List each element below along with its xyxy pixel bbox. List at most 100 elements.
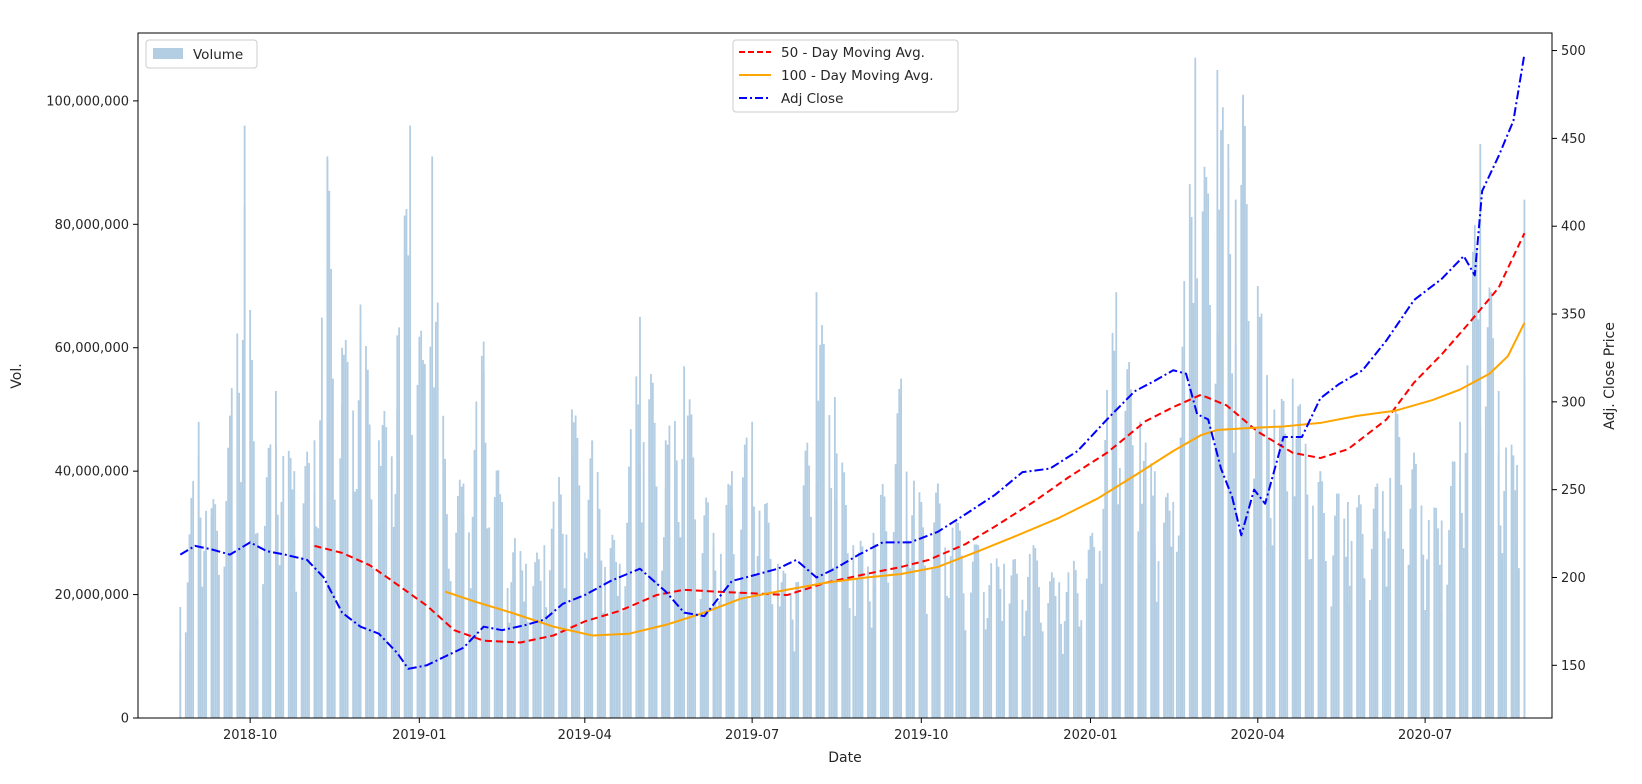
- volume-bar: [333, 499, 336, 718]
- volume-bar: [848, 607, 851, 718]
- volume-bar: [199, 517, 202, 718]
- volume-bar: [1128, 361, 1130, 718]
- volume-bar: [769, 558, 772, 718]
- volume-bar: [1010, 575, 1013, 718]
- volume-bar-peak: [1459, 421, 1461, 718]
- volume-bar: [225, 501, 228, 718]
- volume-bar: [758, 510, 761, 718]
- volume-bar: [372, 568, 375, 718]
- y-tick-label: 20,000,000: [55, 588, 129, 603]
- volume-bar-peak: [1153, 471, 1156, 718]
- volume-bar: [767, 522, 770, 718]
- volume-bar-peak: [341, 347, 343, 718]
- volume-bar: [688, 399, 691, 718]
- volume-bar: [690, 414, 693, 718]
- y-tick-label: 60,000,000: [55, 341, 129, 356]
- volume-bar-peak: [482, 341, 485, 718]
- volume-bar: [1255, 430, 1257, 718]
- volume-bar: [1126, 369, 1129, 718]
- volume-bar-peak: [1216, 70, 1219, 718]
- volume-bar: [1280, 398, 1283, 718]
- y-tick-label: 80,000,000: [55, 218, 129, 233]
- volume-bar: [622, 611, 625, 718]
- volume-bar: [1387, 538, 1390, 718]
- volume-bar-peak: [396, 335, 399, 718]
- volume-bar: [868, 601, 871, 718]
- volume-bar: [602, 612, 605, 718]
- volume-bar: [959, 530, 961, 718]
- volume-bar-peak: [179, 606, 182, 718]
- volume-bar: [804, 450, 807, 718]
- volume-bar-peak: [751, 421, 754, 718]
- volume-bar: [295, 591, 298, 718]
- volume-bar: [381, 425, 384, 718]
- volume-bar: [252, 441, 255, 718]
- volume-bar-peak: [1394, 409, 1397, 718]
- volume-bar: [1297, 406, 1300, 718]
- volume-bar: [429, 346, 432, 718]
- volume-bar: [1137, 531, 1140, 718]
- volume-bar: [407, 255, 410, 719]
- volume-bar: [545, 607, 548, 718]
- volume-bar: [666, 444, 669, 718]
- volume-bar: [236, 333, 239, 718]
- volume-bar: [1348, 585, 1351, 718]
- volume-bar: [365, 346, 367, 718]
- volume-bar: [1433, 507, 1436, 718]
- volume-bar: [484, 442, 487, 718]
- volume-bar: [537, 559, 540, 718]
- volume-bar: [655, 486, 658, 718]
- volume-bar-peak: [872, 532, 875, 718]
- volume-bar-peak: [591, 440, 594, 718]
- volume-bar: [1175, 551, 1178, 718]
- volume-bar: [1080, 620, 1083, 718]
- volume-bar: [561, 533, 564, 718]
- volume-bar: [1245, 204, 1248, 718]
- volume-bar: [1016, 573, 1018, 718]
- volume-bar-peak: [326, 156, 329, 719]
- volume-bar: [924, 565, 926, 718]
- volume-bar: [488, 527, 491, 718]
- volume-bar-peak: [444, 458, 446, 718]
- volume-bar: [241, 340, 244, 718]
- volume-bar: [999, 588, 1002, 718]
- volume-bar-peak: [900, 378, 902, 718]
- volume-bar: [894, 464, 897, 718]
- volume-bar: [598, 508, 601, 718]
- x-tick-label: 2019-01: [392, 728, 446, 743]
- y2-tick-label: 300: [1561, 395, 1586, 410]
- volume-bar-peak: [1440, 520, 1443, 718]
- volume-bar: [186, 582, 189, 718]
- volume-bar: [405, 209, 408, 718]
- volume-bar: [925, 613, 928, 718]
- volume-bar: [971, 561, 974, 718]
- volume-bar: [797, 581, 800, 718]
- volume-bar: [694, 519, 697, 718]
- volume-bar: [650, 374, 652, 718]
- volume-bar: [1358, 495, 1360, 718]
- volume-bar: [604, 566, 606, 718]
- y-axis-right-label: Adj. Close Price: [1602, 322, 1618, 430]
- adj-close-line: [179, 53, 1526, 670]
- volume-bar: [418, 336, 421, 718]
- volume-bar-peak: [210, 508, 213, 718]
- volume-bar: [1117, 504, 1119, 718]
- volume-bar: [1098, 550, 1101, 718]
- volume-bar: [583, 552, 586, 718]
- volume-bar: [227, 447, 229, 718]
- volume-bar: [1400, 484, 1403, 718]
- legend-lines: 50 - Day Moving Avg. 100 - Day Moving Av…: [732, 39, 959, 113]
- volume-bar: [1449, 486, 1452, 718]
- volume-bar: [1286, 491, 1289, 718]
- volume-bar: [1398, 437, 1401, 718]
- volume-bar: [1451, 461, 1454, 718]
- volume-bar: [905, 471, 908, 718]
- volume-bar: [469, 588, 472, 718]
- volume-bar: [578, 485, 581, 718]
- volume-bar: [782, 570, 785, 718]
- volume-bar: [881, 483, 884, 718]
- volume-bar: [626, 522, 629, 718]
- volume-bar: [471, 516, 474, 718]
- volume-bar: [668, 425, 671, 718]
- volume-bar: [957, 523, 959, 718]
